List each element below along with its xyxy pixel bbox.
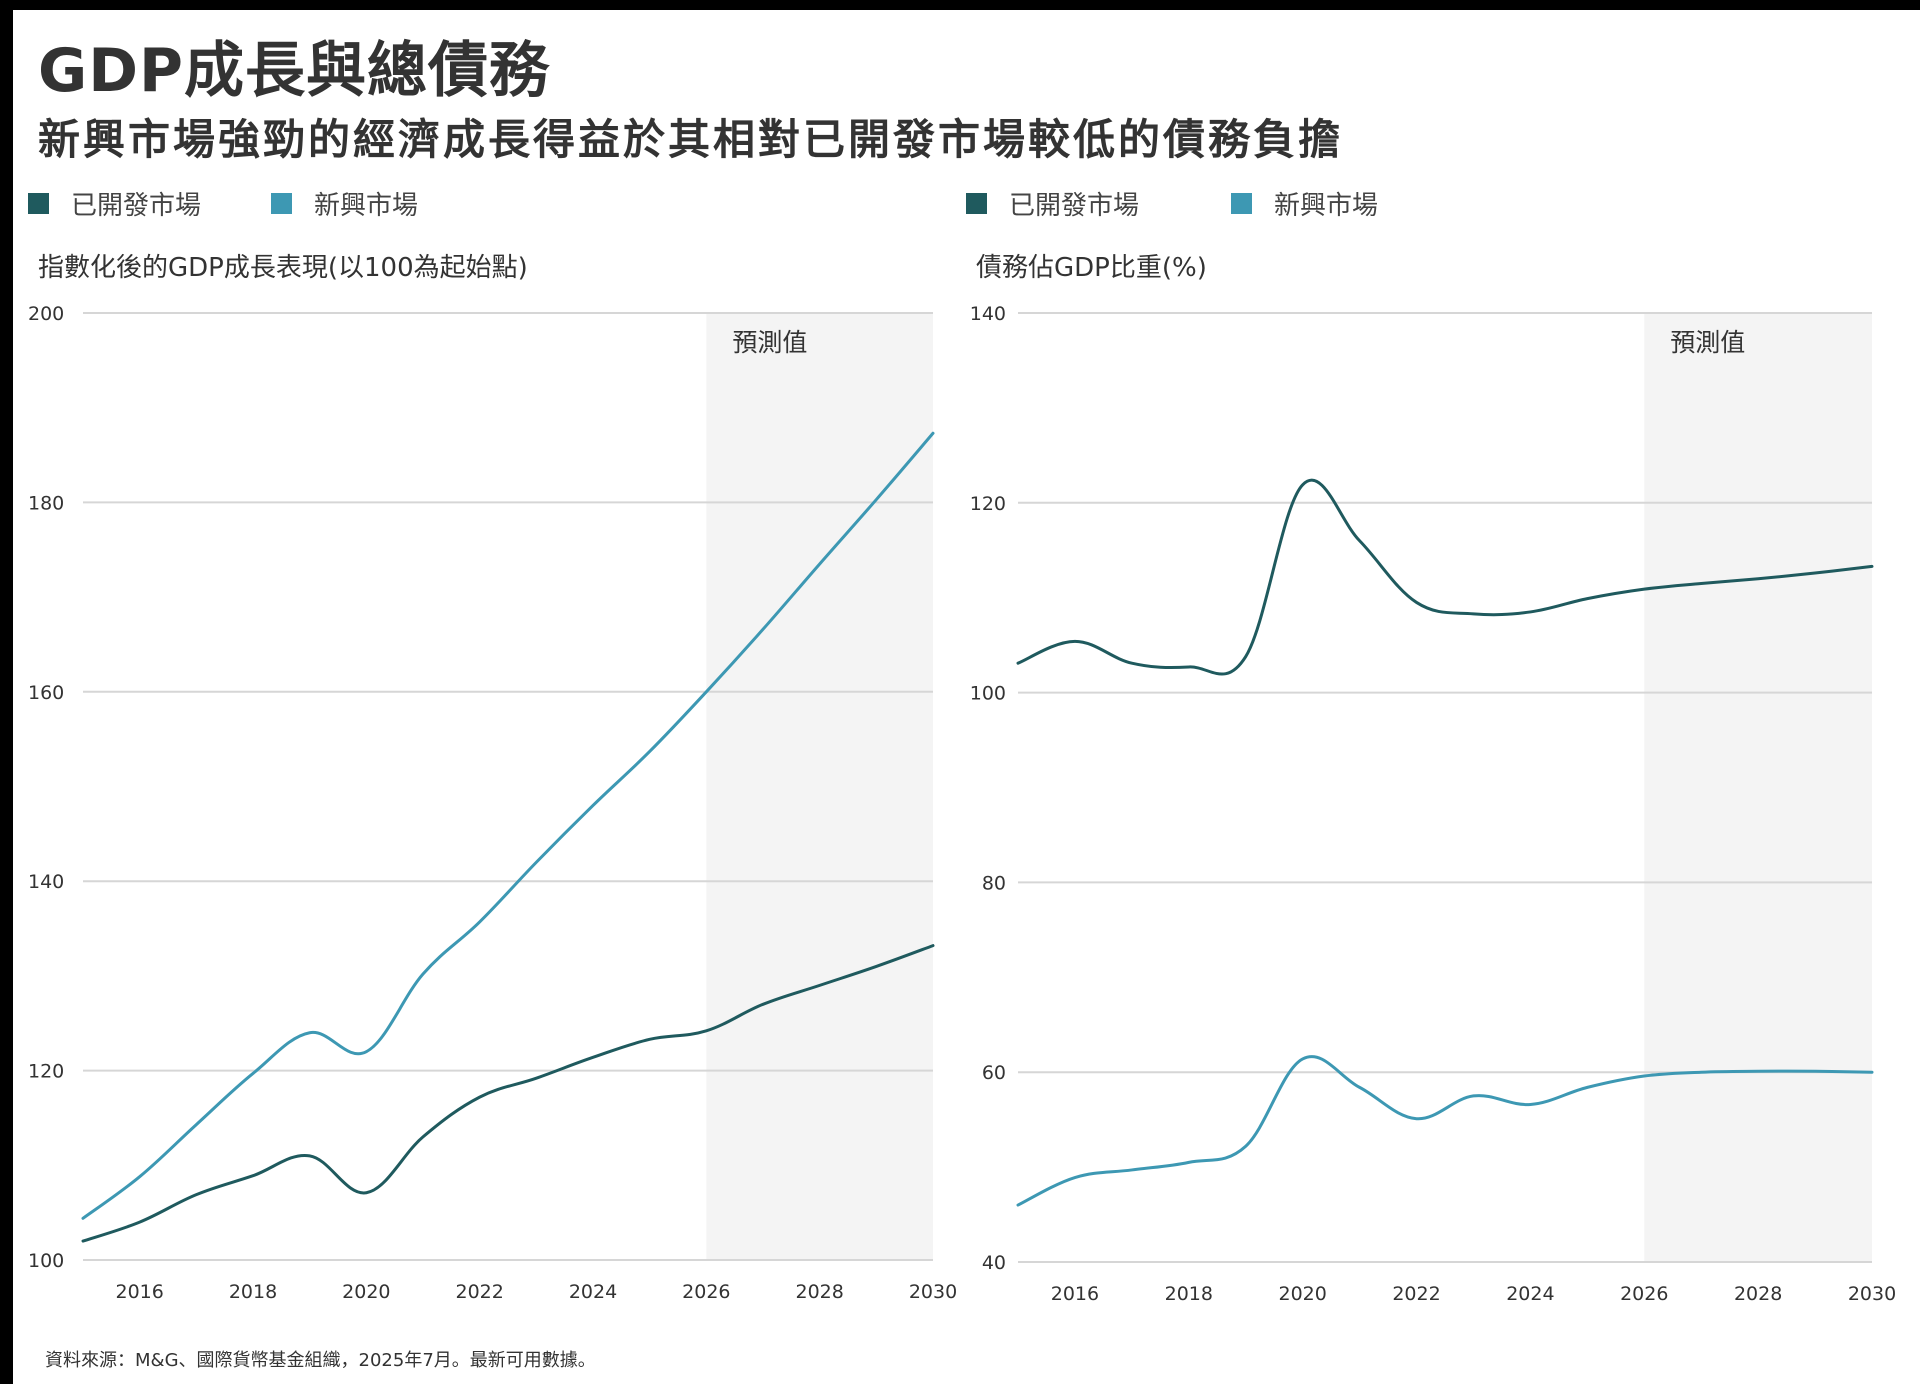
gdp-chart-y-tick-label: 200 <box>28 303 64 325</box>
legend-swatch-emerging <box>271 192 293 214</box>
gdp-chart-y-tick-label: 100 <box>28 1250 64 1272</box>
gdp-chart-y-tick-label: 160 <box>28 682 64 704</box>
gdp-chart-forecast-region <box>706 313 933 1260</box>
legend-item-emerging: 新興市場 <box>1231 185 1378 222</box>
gdp-chart-x-tick-label: 2020 <box>342 1281 390 1303</box>
debt-chart-y-tick-label: 60 <box>982 1062 1006 1084</box>
gdp-chart-x-tick-label: 2016 <box>115 1281 163 1303</box>
debt-chart-x-tick-label: 2026 <box>1620 1283 1668 1305</box>
debt-chart-y-tick-label: 140 <box>970 303 1006 325</box>
legend-item-emerging: 新興市場 <box>271 185 418 222</box>
debt-chart-x-tick-label: 2018 <box>1165 1283 1213 1305</box>
frame-left-border <box>0 0 13 1384</box>
frame-top-border <box>0 0 1920 10</box>
legend-left: 已開發市場 新興市場 <box>28 188 418 221</box>
legend-label-developed: 已開發市場 <box>71 190 202 221</box>
legend-swatch-emerging <box>1231 192 1253 214</box>
gdp-chart-x-tick-label: 2024 <box>569 1281 617 1303</box>
debt-chart-y-tick-label: 100 <box>970 683 1006 705</box>
gdp-chart-y-tick-label: 140 <box>28 871 64 893</box>
gdp-chart-series-line-developed <box>81 944 935 1243</box>
legend-label-emerging: 新興市場 <box>314 190 419 221</box>
debt-chart-x-tick-label: 2016 <box>1051 1283 1099 1305</box>
debt-chart-x-tick-label: 2028 <box>1734 1283 1782 1305</box>
source-footnote: 資料來源：M&G、國際貨幣基金組織，2025年7月。最新可用數據。 <box>45 1350 596 1371</box>
page-subtitle: 新興市場強勁的經濟成長得益於其相對已開發市場較低的債務負擔 <box>38 115 1344 164</box>
debt-chart-y-tick-label: 120 <box>970 493 1006 515</box>
debt-chart-forecast-region <box>1644 313 1872 1262</box>
debt-chart-series-line-developed <box>1016 478 1874 676</box>
debt-chart-y-tick-label: 80 <box>982 872 1006 894</box>
gdp-chart-x-tick-label: 2030 <box>909 1281 957 1303</box>
gdp-chart-series-line-emerging <box>81 431 935 1220</box>
gdp-chart-forecast-label: 預測值 <box>732 328 807 357</box>
gdp-chart-x-tick-label: 2022 <box>455 1281 503 1303</box>
legend-swatch-developed <box>966 192 987 214</box>
legend-item-developed: 已開發市場 <box>28 185 201 222</box>
debt-chart-x-tick-label: 2030 <box>1848 1283 1896 1305</box>
debt-chart-forecast-label: 預測值 <box>1670 328 1745 357</box>
legend-right: 已開發市場 新興市場 <box>966 188 1378 221</box>
gdp-chart-x-tick-label: 2028 <box>795 1281 843 1303</box>
legend-label-developed: 已開發市場 <box>1009 190 1140 221</box>
debt-chart-y-tick-label: 40 <box>982 1252 1006 1274</box>
debt-chart-series-line-emerging <box>1016 1055 1874 1207</box>
right-chart-axis-title: 債務佔GDP比重(%) <box>976 253 1207 283</box>
gdp-chart-x-tick-label: 2026 <box>682 1281 730 1303</box>
left-chart-axis-title: 指數化後的GDP成長表現(以100為起始點) <box>38 253 528 283</box>
gdp-chart-y-tick-label: 180 <box>28 492 64 514</box>
legend-item-developed: 已開發市場 <box>966 185 1139 222</box>
gdp-chart-x-tick-label: 2018 <box>229 1281 277 1303</box>
debt-chart-x-tick-label: 2022 <box>1392 1283 1440 1305</box>
gdp-chart-y-tick-label: 120 <box>28 1061 64 1083</box>
debt-chart-x-tick-label: 2024 <box>1506 1283 1554 1305</box>
legend-swatch-developed <box>28 192 49 214</box>
page-title: GDP成長與總債務 <box>38 36 551 106</box>
legend-label-emerging: 新興市場 <box>1274 190 1379 221</box>
debt-chart-x-tick-label: 2020 <box>1278 1283 1326 1305</box>
